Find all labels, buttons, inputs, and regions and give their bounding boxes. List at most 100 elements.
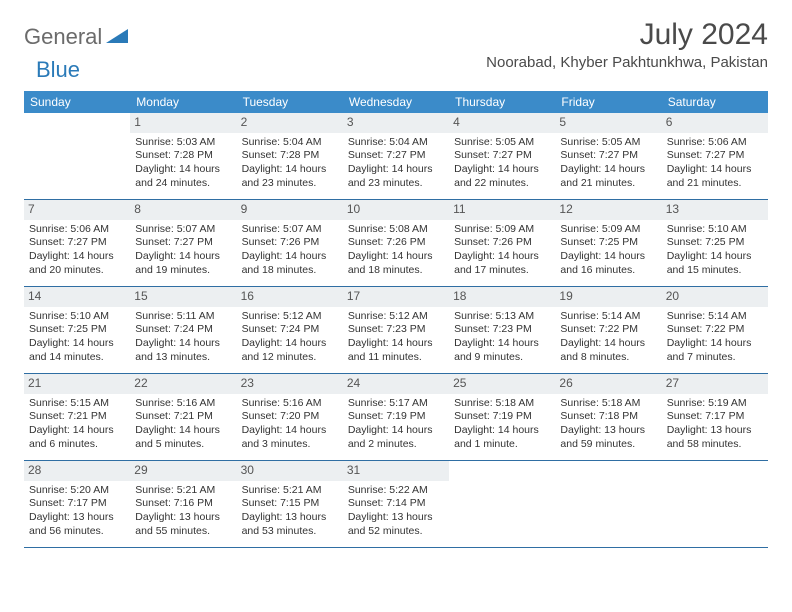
day-number: 15 bbox=[130, 287, 236, 307]
day-info-line: and 7 minutes. bbox=[667, 351, 763, 365]
day-number: 24 bbox=[343, 374, 449, 394]
day-info-line: Sunrise: 5:20 AM bbox=[29, 484, 125, 498]
day-info-line: Sunset: 7:24 PM bbox=[135, 323, 231, 337]
day-cell: 4Sunrise: 5:05 AMSunset: 7:27 PMDaylight… bbox=[449, 113, 555, 199]
day-info-line: Sunset: 7:26 PM bbox=[454, 236, 550, 250]
day-cell bbox=[24, 113, 130, 199]
day-cell: 7Sunrise: 5:06 AMSunset: 7:27 PMDaylight… bbox=[24, 200, 130, 286]
day-info-line: and 12 minutes. bbox=[242, 351, 338, 365]
brand-logo: General bbox=[24, 18, 130, 50]
day-info-line: Daylight: 13 hours bbox=[667, 424, 763, 438]
day-info-line: Sunrise: 5:16 AM bbox=[135, 397, 231, 411]
day-cell bbox=[662, 461, 768, 547]
day-info-line: Sunrise: 5:16 AM bbox=[242, 397, 338, 411]
day-info-line: Sunrise: 5:04 AM bbox=[348, 136, 444, 150]
day-cell: 3 Sunrise: 5:04 AMSunset: 7:27 PMDaylight… bbox=[343, 113, 449, 199]
day-cell: 1Sunrise: 5:03 AMSunset: 7:28 PMDaylight… bbox=[130, 113, 236, 199]
day-info-line: and 56 minutes. bbox=[29, 525, 125, 539]
day-cell: 23Sunrise: 5:16 AMSunset: 7:20 PMDayligh… bbox=[237, 374, 343, 460]
day-info-line: Daylight: 13 hours bbox=[29, 511, 125, 525]
day-cell: 27Sunrise: 5:19 AMSunset: 7:17 PMDayligh… bbox=[662, 374, 768, 460]
day-info-line: Sunrise: 5:18 AM bbox=[454, 397, 550, 411]
day-number: 6 bbox=[662, 113, 768, 133]
week-row: 1Sunrise: 5:03 AMSunset: 7:28 PMDaylight… bbox=[24, 113, 768, 200]
day-info-line: Sunrise: 5:17 AM bbox=[348, 397, 444, 411]
day-number: 28 bbox=[24, 461, 130, 481]
day-info-line: and 9 minutes. bbox=[454, 351, 550, 365]
day-number: 12 bbox=[555, 200, 661, 220]
day-info-line: Daylight: 14 hours bbox=[348, 163, 444, 177]
day-number: 8 bbox=[130, 200, 236, 220]
day-info-line: Sunrise: 5:08 AM bbox=[348, 223, 444, 237]
day-cell: 6Sunrise: 5:06 AMSunset: 7:27 PMDaylight… bbox=[662, 113, 768, 199]
day-cell: 20Sunrise: 5:14 AMSunset: 7:22 PMDayligh… bbox=[662, 287, 768, 373]
day-info-line: Sunset: 7:28 PM bbox=[135, 149, 231, 163]
day-info-line: Sunset: 7:20 PM bbox=[242, 410, 338, 424]
day-info-line: and 59 minutes. bbox=[560, 438, 656, 452]
day-number: 22 bbox=[130, 374, 236, 394]
day-info-line: Daylight: 14 hours bbox=[348, 250, 444, 264]
day-info-line: Daylight: 14 hours bbox=[242, 163, 338, 177]
day-info-line: Daylight: 14 hours bbox=[667, 337, 763, 351]
day-info-line: Daylight: 14 hours bbox=[135, 250, 231, 264]
day-cell: 2Sunrise: 5:04 AMSunset: 7:28 PMDaylight… bbox=[237, 113, 343, 199]
day-info-line: Sunset: 7:24 PM bbox=[242, 323, 338, 337]
day-info-line: Sunset: 7:26 PM bbox=[242, 236, 338, 250]
weekday-header: Saturday bbox=[662, 91, 768, 113]
day-number: 13 bbox=[662, 200, 768, 220]
day-info-line: and 16 minutes. bbox=[560, 264, 656, 278]
day-info-line: Daylight: 14 hours bbox=[454, 250, 550, 264]
day-info-line: Sunrise: 5:11 AM bbox=[135, 310, 231, 324]
brand-triangle-icon bbox=[106, 27, 128, 48]
day-info-line: Daylight: 13 hours bbox=[560, 424, 656, 438]
day-info-line: Daylight: 14 hours bbox=[242, 250, 338, 264]
day-info-line: Sunset: 7:27 PM bbox=[29, 236, 125, 250]
day-cell: 19Sunrise: 5:14 AMSunset: 7:22 PMDayligh… bbox=[555, 287, 661, 373]
day-info-line: Sunset: 7:27 PM bbox=[348, 149, 444, 163]
day-cell: 13Sunrise: 5:10 AMSunset: 7:25 PMDayligh… bbox=[662, 200, 768, 286]
day-info-line: and 53 minutes. bbox=[242, 525, 338, 539]
day-info-line: Sunset: 7:23 PM bbox=[454, 323, 550, 337]
day-info-line: Daylight: 14 hours bbox=[667, 250, 763, 264]
day-info-line: Sunrise: 5:06 AM bbox=[29, 223, 125, 237]
day-info-line: and 14 minutes. bbox=[29, 351, 125, 365]
day-number: 2 bbox=[237, 113, 343, 133]
day-info-line: Sunset: 7:25 PM bbox=[667, 236, 763, 250]
day-number: 29 bbox=[130, 461, 236, 481]
day-number: 11 bbox=[449, 200, 555, 220]
day-info-line: and 19 minutes. bbox=[135, 264, 231, 278]
day-info-line: and 17 minutes. bbox=[454, 264, 550, 278]
day-info-line: and 21 minutes. bbox=[667, 177, 763, 191]
day-info-line: Sunset: 7:19 PM bbox=[454, 410, 550, 424]
day-cell: 31Sunrise: 5:22 AMSunset: 7:14 PMDayligh… bbox=[343, 461, 449, 547]
week-row: 28Sunrise: 5:20 AMSunset: 7:17 PMDayligh… bbox=[24, 461, 768, 548]
day-info-line: Daylight: 14 hours bbox=[135, 337, 231, 351]
day-cell bbox=[449, 461, 555, 547]
day-info-line: Daylight: 14 hours bbox=[560, 337, 656, 351]
day-info-line: and 55 minutes. bbox=[135, 525, 231, 539]
day-info-line: Sunset: 7:26 PM bbox=[348, 236, 444, 250]
day-number: 9 bbox=[237, 200, 343, 220]
day-info-line: and 23 minutes. bbox=[348, 177, 444, 191]
day-cell: 21Sunrise: 5:15 AMSunset: 7:21 PMDayligh… bbox=[24, 374, 130, 460]
day-info-line: and 23 minutes. bbox=[242, 177, 338, 191]
day-number: 19 bbox=[555, 287, 661, 307]
day-info-line: Daylight: 14 hours bbox=[242, 424, 338, 438]
day-cell: 16Sunrise: 5:12 AMSunset: 7:24 PMDayligh… bbox=[237, 287, 343, 373]
day-cell: 24Sunrise: 5:17 AMSunset: 7:19 PMDayligh… bbox=[343, 374, 449, 460]
day-number: 3 bbox=[343, 113, 449, 133]
day-info-line: Sunrise: 5:07 AM bbox=[135, 223, 231, 237]
day-number: 21 bbox=[24, 374, 130, 394]
day-info-line: Daylight: 14 hours bbox=[29, 250, 125, 264]
day-number: 5 bbox=[555, 113, 661, 133]
day-info-line: Daylight: 14 hours bbox=[454, 163, 550, 177]
day-cell: 17Sunrise: 5:12 AMSunset: 7:23 PMDayligh… bbox=[343, 287, 449, 373]
day-info-line: and 18 minutes. bbox=[242, 264, 338, 278]
weekday-header-row: SundayMondayTuesdayWednesdayThursdayFrid… bbox=[24, 91, 768, 113]
day-info-line: Sunrise: 5:14 AM bbox=[560, 310, 656, 324]
day-info-line: Sunrise: 5:05 AM bbox=[454, 136, 550, 150]
day-info-line: and 18 minutes. bbox=[348, 264, 444, 278]
day-info-line: Daylight: 14 hours bbox=[29, 424, 125, 438]
day-info-line: Daylight: 14 hours bbox=[667, 163, 763, 177]
weekday-header: Sunday bbox=[24, 91, 130, 113]
